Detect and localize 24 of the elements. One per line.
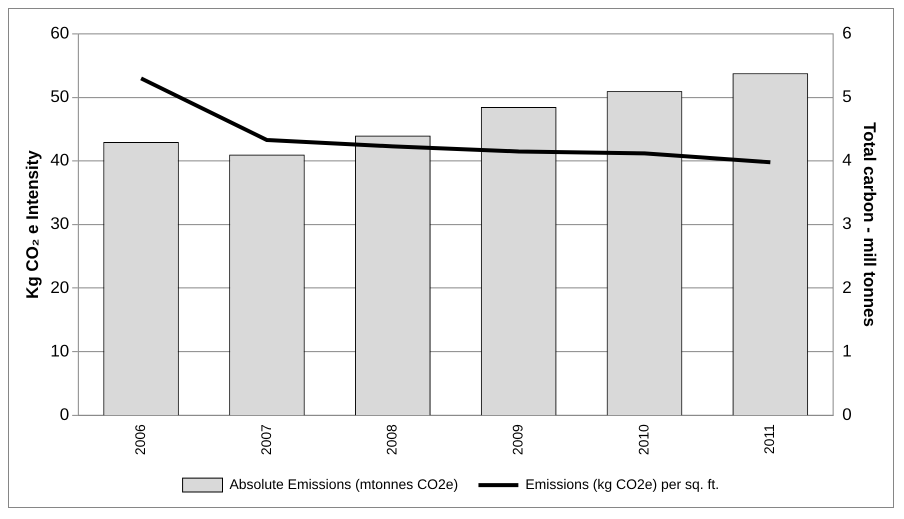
x-tick-label: 2010 — [635, 424, 652, 456]
legend-label: Emissions (kg CO2e) per sq. ft. — [525, 476, 720, 492]
x-tick-label: 2007 — [258, 424, 274, 456]
x-tick-label: 2009 — [509, 424, 526, 456]
y-tick-label: 50 — [50, 87, 70, 106]
y-tick-label: 30 — [50, 214, 70, 234]
legend-label: Absolute Emissions (mtonnes CO2e) — [229, 476, 458, 492]
y2-axis-title: Total carbon - mill tonnes — [860, 122, 880, 327]
y-tick-label: 40 — [50, 150, 70, 170]
y2-tick-label: 5 — [842, 87, 852, 106]
x-tick-label: 2006 — [132, 424, 148, 456]
y2-tick-label: 1 — [842, 341, 852, 360]
x-tick-label: 2011 — [761, 424, 778, 454]
y2-tick-label: 0 — [842, 404, 852, 424]
y2-tick-label: 2 — [842, 278, 852, 297]
y-tick-label: 60 — [50, 24, 70, 43]
y-axis-title: Kg CO₂ e Intensity — [22, 150, 42, 299]
y-tick-label: 0 — [60, 404, 70, 424]
y2-tick-label: 3 — [842, 214, 852, 234]
y2-tick-label: 6 — [842, 24, 852, 43]
y-tick-label: 20 — [50, 278, 70, 297]
x-tick-label: 2008 — [384, 424, 400, 456]
y2-tick-label: 4 — [842, 150, 852, 170]
y-tick-label: 10 — [50, 341, 70, 360]
